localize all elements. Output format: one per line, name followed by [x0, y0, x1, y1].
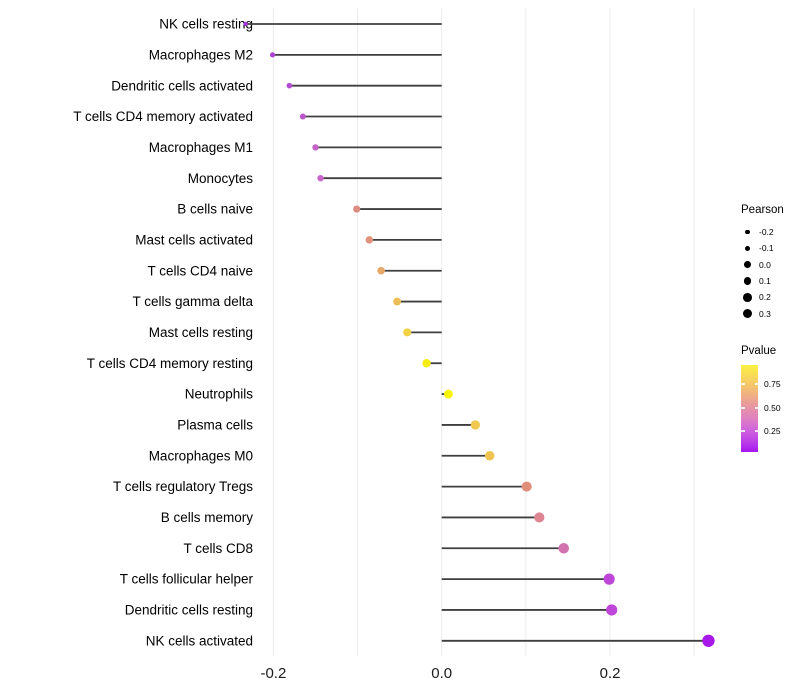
size-legend-dot — [743, 292, 752, 302]
colorbar-tick — [741, 383, 745, 385]
data-point — [702, 634, 715, 647]
size-legend-item: 0.0 — [741, 257, 784, 273]
colorbar-tick — [754, 383, 758, 385]
x-axis-tick-label: 0.0 — [431, 665, 452, 682]
size-legend-item-label: 0.2 — [759, 292, 771, 303]
y-axis-label: Macrophages M2 — [149, 47, 253, 62]
y-axis-label: Mast cells activated — [135, 232, 253, 247]
size-legend-dot — [744, 261, 751, 269]
colorbar-tick — [741, 430, 745, 432]
size-legend-items: -0.2 -0.1 0.0 0.1 0.2 0.3 — [741, 224, 784, 322]
size-legend-dot — [745, 230, 750, 235]
data-point — [534, 512, 545, 523]
size-legend-item: -0.2 — [741, 224, 784, 240]
y-axis-label: Dendritic cells activated — [111, 78, 253, 93]
colorbar-wrap: 0.75 0.50 0.25 — [741, 365, 781, 452]
size-legend-item-label: -0.2 — [759, 227, 774, 238]
y-axis-label: T cells regulatory Tregs — [113, 479, 253, 494]
y-axis-label: B cells naive — [177, 202, 253, 217]
data-point — [243, 21, 248, 27]
colorbar-label: 0.75 — [764, 378, 781, 389]
color-legend-title: Pvalue — [741, 345, 777, 357]
y-axis-label: T cells CD8 — [183, 541, 253, 556]
data-point — [286, 82, 293, 89]
size-legend-item-label: -0.1 — [759, 243, 774, 254]
data-point — [403, 328, 412, 337]
size-legend-dot-holder — [741, 292, 754, 302]
y-axis-label: T cells gamma delta — [132, 294, 253, 309]
colorbar-label: 0.25 — [764, 426, 781, 437]
y-axis-label: Plasma cells — [177, 418, 253, 433]
data-point — [353, 205, 361, 213]
y-axis-label: Monocytes — [188, 171, 254, 186]
size-legend-item: 0.2 — [741, 289, 784, 305]
size-legend-item-label: 0.1 — [759, 276, 771, 287]
size-legend-dot-holder — [741, 245, 754, 252]
data-point — [444, 389, 453, 399]
x-axis-tick-label: 0.2 — [600, 665, 621, 682]
size-legend-dot — [743, 277, 752, 285]
data-point — [393, 297, 402, 306]
y-axis-label: Neutrophils — [185, 387, 254, 402]
colorbar-tick — [754, 407, 758, 409]
size-legend-item-label: 0.3 — [759, 308, 771, 319]
data-point — [299, 113, 306, 120]
size-legend-title: Pearson — [741, 204, 784, 216]
size-legend-dot — [744, 245, 751, 252]
y-axis-label: Dendritic cells resting — [125, 603, 253, 618]
size-legend-dot — [742, 308, 753, 319]
size-legend-item: 0.1 — [741, 273, 784, 289]
data-point — [558, 542, 570, 554]
colorbar-tick — [741, 407, 745, 409]
size-legend-item-label: 0.0 — [759, 259, 771, 270]
data-point — [606, 604, 618, 616]
colorbar-tick — [754, 430, 758, 432]
size-legend-dot-holder — [741, 308, 754, 319]
y-axis-label: T cells CD4 naive — [147, 263, 253, 278]
y-axis-label: Mast cells resting — [149, 325, 253, 340]
y-axis-label: Macrophages M1 — [149, 140, 253, 155]
size-legend-item: 0.3 — [741, 305, 784, 321]
data-point — [603, 573, 615, 585]
data-point — [470, 420, 480, 430]
data-point — [521, 481, 532, 492]
y-axis-label: B cells memory — [161, 510, 254, 525]
y-axis-label: T cells CD4 memory resting — [87, 356, 253, 371]
pvalue-colorbar — [741, 365, 758, 452]
size-legend: Pearson -0.2 -0.1 0.0 0.1 0.2 0.3 — [741, 204, 784, 322]
data-point — [365, 236, 374, 244]
data-point — [317, 174, 324, 182]
data-point — [484, 451, 495, 461]
y-axis-label: T cells follicular helper — [120, 572, 254, 587]
data-point — [422, 359, 431, 368]
x-axis-tick-label: -0.2 — [260, 665, 286, 682]
data-point — [377, 266, 385, 275]
size-legend-dot-holder — [741, 277, 754, 285]
y-axis-label: NK cells resting — [159, 17, 253, 32]
size-legend-dot-holder — [741, 230, 754, 235]
colorbar-label: 0.50 — [764, 402, 781, 413]
color-legend: Pvalue 0.75 0.50 0.25 — [741, 345, 781, 452]
y-axis-label: T cells CD4 memory activated — [73, 109, 253, 124]
size-legend-item: -0.1 — [741, 240, 784, 256]
y-axis-label: Macrophages M0 — [149, 448, 253, 463]
data-point — [312, 144, 319, 151]
y-axis-label: NK cells activated — [146, 633, 253, 648]
data-point — [269, 52, 276, 58]
plot-area: NK cells resting Macrophages M2 Dendritic … — [73, 8, 715, 682]
size-legend-dot-holder — [741, 261, 754, 269]
